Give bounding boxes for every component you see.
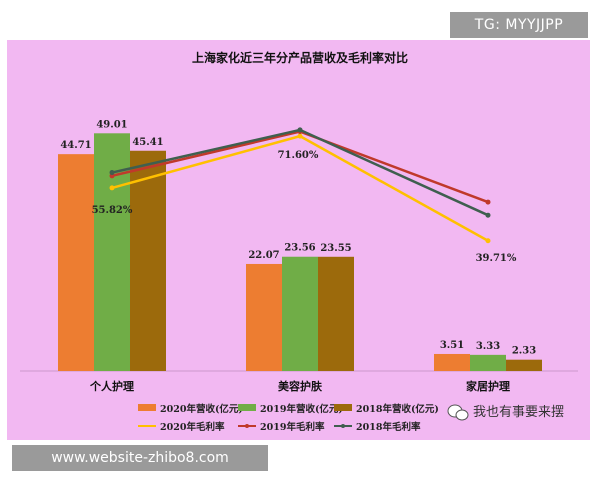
bar-3-3 (506, 359, 542, 371)
url-banner: www.website-zhibo8.com (12, 445, 268, 471)
bar-label-2-2: 23.56 (284, 243, 315, 254)
bar-1-2 (246, 263, 282, 371)
legend-marker-6 (341, 424, 345, 428)
margin-point-1-2 (297, 133, 303, 139)
legend-swatch-1 (138, 404, 156, 411)
legend-label-5: 2019年毛利率 (260, 421, 325, 433)
category-label-3: 家居护理 (466, 379, 510, 393)
margin-label-2: 71.60% (278, 150, 319, 161)
tg-banner: TG: MYYJJPP (450, 12, 588, 38)
bar-2-2 (282, 256, 318, 371)
category-label-2: 美容护肤 (278, 379, 323, 393)
margin-point-1-3 (485, 238, 491, 244)
bar-1-1 (58, 154, 94, 371)
margin-point-3-2 (297, 127, 303, 133)
bar-3-2 (318, 256, 354, 371)
legend-swatch-2 (238, 404, 256, 411)
legend-label-6: 2018年毛利率 (356, 421, 421, 433)
bar-2-3 (470, 354, 506, 371)
bar-label-2-1: 49.01 (96, 119, 127, 130)
bar-label-3-3: 2.33 (512, 346, 536, 357)
legend-label-3: 2018年营收(亿元) (356, 403, 439, 415)
wechat-icon (447, 404, 469, 421)
category-label-1: 个人护理 (89, 379, 134, 393)
bar-1-3 (434, 353, 470, 371)
legend-label-2: 2019年营收(亿元) (260, 403, 343, 415)
margin-point-2-3 (485, 199, 491, 205)
bar-3-1 (130, 150, 166, 371)
legend-label-4: 2020年毛利率 (160, 421, 225, 433)
bar-label-1-2: 22.07 (248, 250, 279, 261)
bar-label-3-1: 45.41 (132, 137, 163, 148)
margin-label-1: 55.82% (92, 205, 133, 216)
chart-title: 上海家化近三年分产品营收及毛利率对比 (192, 50, 408, 65)
legend-swatch-3 (334, 404, 352, 411)
watermark: 我也有事要来摆 (447, 404, 564, 421)
bar-label-3-2: 23.55 (320, 243, 351, 254)
margin-label-3: 39.71% (476, 253, 517, 264)
watermark-text: 我也有事要来摆 (473, 405, 564, 420)
bar-label-1-3: 3.51 (440, 340, 464, 351)
bar-label-1-1: 44.71 (60, 140, 91, 151)
margin-point-3-3 (485, 212, 491, 218)
margin-point-3-1 (109, 170, 115, 176)
margin-point-1-1 (109, 185, 115, 191)
legend-marker-5 (245, 424, 249, 428)
bar-label-2-3: 3.33 (476, 341, 500, 352)
legend-label-1: 2020年营收(亿元) (160, 403, 243, 415)
